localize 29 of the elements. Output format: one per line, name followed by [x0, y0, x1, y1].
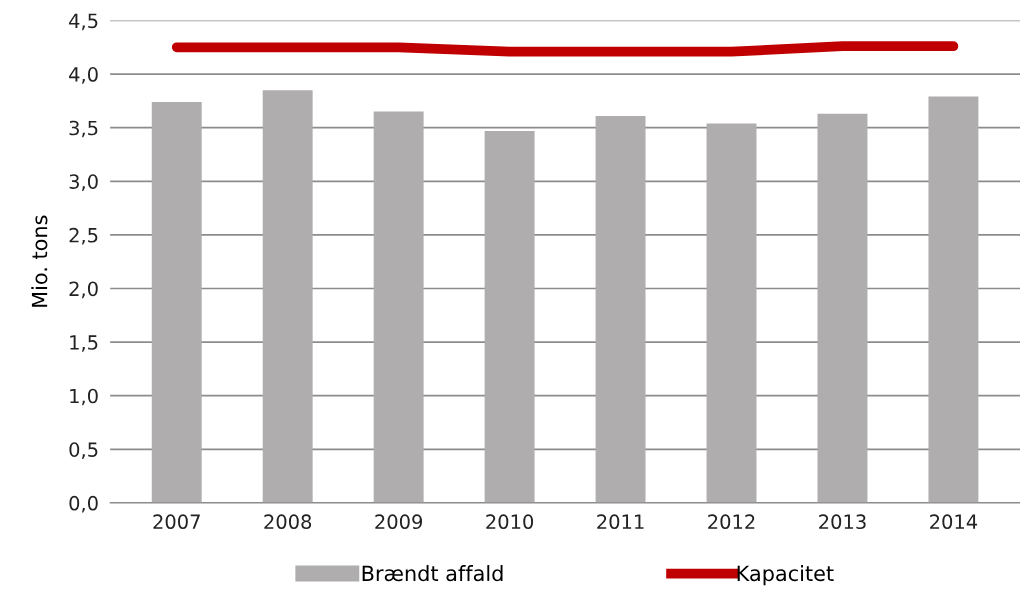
bar: [595, 115, 646, 503]
x-tick-label: 2007: [153, 514, 200, 530]
x-tick-label: 2008: [264, 514, 312, 530]
y-tick-label: 4,5: [69, 13, 98, 31]
y-tick-label: 2,5: [69, 227, 98, 245]
y-tick-label: 2,0: [69, 281, 98, 299]
y-tick-label: 0,0: [69, 495, 98, 513]
y-tick-label: 0,5: [69, 442, 98, 459]
x-tick-label: 2014: [930, 514, 978, 530]
y-tick-label: 3,5: [69, 120, 98, 138]
y-tick-label: 3,0: [69, 174, 98, 191]
legend-label: Brændt affald: [362, 565, 503, 582]
bar: [706, 123, 757, 503]
x-tick-label: 2009: [375, 514, 423, 530]
bar: [484, 130, 535, 503]
x-tick-label: 2011: [597, 514, 644, 530]
x-tick-label: 2013: [819, 514, 866, 530]
y-tick-label: 1,0: [70, 388, 98, 406]
bar: [151, 101, 202, 503]
bar: [817, 113, 868, 503]
bar: [373, 111, 424, 503]
y-tick-label: 1,5: [70, 335, 98, 352]
legend-label: Kapacitet: [737, 565, 834, 586]
y-tick-label: 4,0: [69, 67, 98, 84]
bar: [262, 90, 313, 503]
x-tick-label: 2012: [708, 514, 755, 530]
x-tick-label: 2010: [486, 514, 534, 530]
bar: [928, 96, 979, 503]
y-axis-title: Mio. tons: [31, 215, 48, 307]
